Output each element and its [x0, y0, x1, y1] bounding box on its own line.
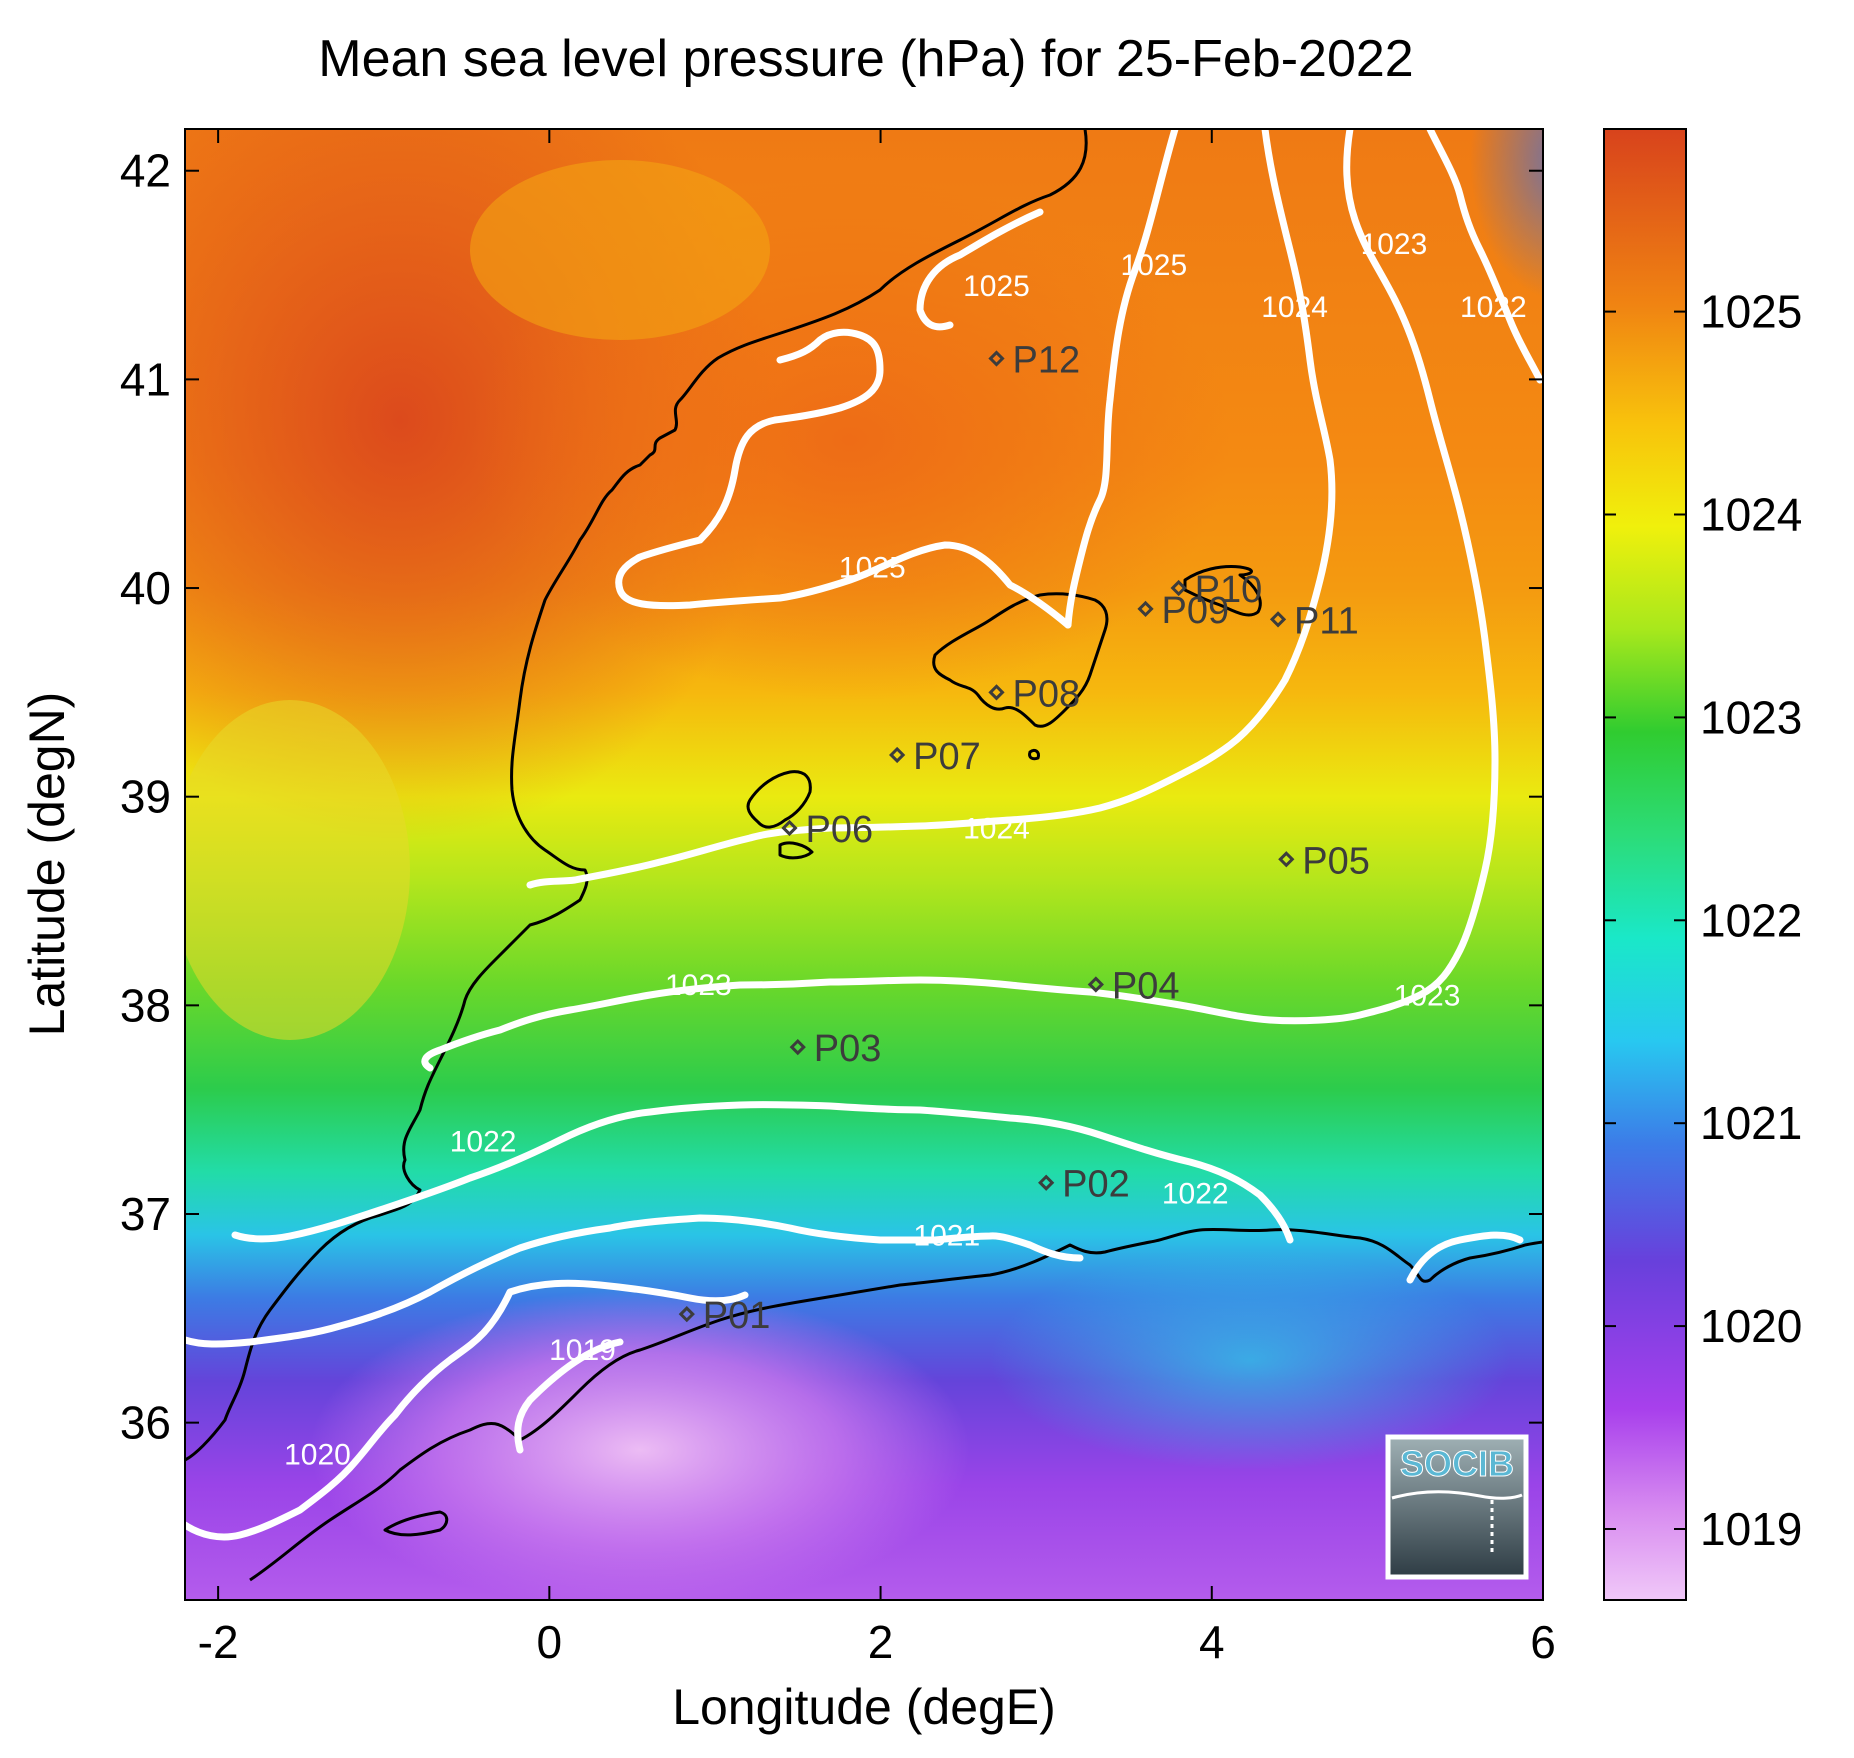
isobar-1024	[526, 129, 1336, 889]
station-label-p05: P05	[1302, 840, 1370, 882]
isobar-1022-main	[231, 1101, 1294, 1244]
catalonia-yellow	[470, 160, 770, 340]
y-tick-label: 36	[120, 1397, 171, 1449]
isobar-1021	[185, 1214, 1084, 1348]
isobar-label-1025: 1025	[1120, 249, 1187, 282]
coast-formentera	[778, 841, 814, 860]
station-marker-p01	[678, 1306, 695, 1323]
y-axis-label: Latitude (degN)	[19, 692, 75, 1037]
logo-wave	[1391, 1490, 1523, 1500]
station-label-p04: P04	[1112, 965, 1180, 1007]
isobar-label-1023: 1023	[1394, 979, 1461, 1012]
northeast-low	[1470, 129, 1543, 298]
y-tick-label: 40	[120, 562, 171, 614]
station-label-p07: P07	[913, 736, 981, 778]
isobar-label-1022: 1022	[450, 1125, 517, 1158]
map-title: Mean sea level pressure (hPa) for 25-Feb…	[318, 30, 1413, 88]
station-label-p02: P02	[1062, 1164, 1130, 1206]
x-axis-ticks: -2 0 2 4 6	[198, 129, 1556, 1668]
coast-north-africa	[249, 1227, 1543, 1582]
station-label-p06: P06	[805, 809, 873, 851]
coast-menorca	[1183, 565, 1262, 617]
station-label-p10: P10	[1195, 569, 1263, 611]
isobars	[185, 129, 1543, 1541]
y-tick-label: 42	[120, 145, 171, 197]
colorbar-tick-label: 1019	[1700, 1503, 1802, 1555]
station-marker-p05	[1278, 851, 1295, 868]
station-marker-p02	[1038, 1174, 1055, 1191]
isobar-1025-catalonia	[916, 208, 1044, 331]
isobar-label-1022: 1022	[1460, 291, 1527, 324]
isobar-1020	[185, 1279, 749, 1541]
station-marker-p12	[988, 350, 1005, 367]
isobar-1025-loop	[615, 328, 1072, 629]
y-tick-label: 37	[120, 1188, 171, 1240]
colorbar-gradient	[1603, 128, 1687, 1601]
isobar-label-1020: 1020	[284, 1438, 351, 1471]
isobar-label-1025: 1025	[963, 270, 1030, 303]
station-label-p11: P11	[1294, 600, 1359, 642]
coast-cabrera	[1028, 748, 1040, 761]
colorbar-tick-label: 1024	[1700, 489, 1802, 541]
y-tick-label: 39	[120, 771, 171, 823]
station-label-p01: P01	[703, 1295, 771, 1337]
station-marker-p06	[781, 819, 798, 837]
isobar-1023	[421, 129, 1499, 1072]
isobar-1022	[1426, 129, 1543, 384]
station-label-p12: P12	[1012, 340, 1080, 382]
station-label-p03: P03	[814, 1028, 882, 1070]
x-tick-label: -2	[198, 1616, 239, 1668]
x-tick-label: 6	[1530, 1616, 1556, 1668]
isobar-1019	[514, 1338, 624, 1454]
plot-area: 1025 1025 1025 1024 1024 1023 1023 1023 1022 1022…	[185, 129, 1543, 1600]
logo-text: SOCIB	[1400, 1443, 1514, 1484]
colorbar-tick-label: 1020	[1700, 1300, 1802, 1352]
station-marker-p10	[1170, 579, 1187, 597]
station-marker-p09	[1137, 600, 1154, 618]
colorbar-tick-label: 1021	[1700, 1097, 1802, 1149]
isobar-1022-east	[1406, 1231, 1524, 1284]
isobar-label-1024: 1024	[1261, 291, 1328, 324]
station-marker-p07	[889, 746, 906, 764]
x-tick-label: 2	[868, 1616, 894, 1668]
colorbar-tick-label: 1022	[1700, 894, 1802, 946]
logo-frame	[1385, 1434, 1529, 1580]
colorbar: 1019 1020 1021 1022 1023 1024 1025	[1603, 128, 1802, 1601]
coast-iberia	[185, 129, 1088, 1462]
plot-frame	[184, 128, 1544, 1601]
x-tick-label: 4	[1199, 1616, 1225, 1668]
isobar-label-1023: 1023	[665, 969, 732, 1002]
station-marker-p11	[1269, 611, 1287, 628]
colorbar-tick-label: 1023	[1700, 691, 1802, 743]
low-pressure-south	[310, 1290, 970, 1600]
station-marker-p03	[789, 1038, 806, 1056]
x-axis-label: Longitude (degE)	[672, 1679, 1056, 1735]
y-axis-ticks: 36 37 38 39 40 41 42	[120, 145, 1543, 1449]
station-label-p09: P09	[1162, 590, 1230, 632]
station-marker-p04	[1087, 976, 1104, 993]
north-africa-cyan	[990, 1250, 1510, 1470]
coast-ibiza	[746, 770, 812, 829]
isobar-label-1019: 1019	[549, 1334, 616, 1367]
isobar-label-1021: 1021	[913, 1219, 980, 1252]
spain-coast-yellow	[185, 700, 410, 1040]
colorbar-ticks: 1019 1020 1021 1022 1023 1024 1025	[1604, 286, 1802, 1555]
colorbar-tick-label: 1025	[1700, 286, 1802, 338]
isobar-label-1023: 1023	[1361, 228, 1428, 261]
x-tick-label: 0	[537, 1616, 563, 1668]
isobar-labels: 1025 1025 1025 1024 1024 1023 1023 1023 1022 1022…	[284, 228, 1527, 1471]
coast-alboran	[383, 1510, 449, 1537]
isobar-label-1024: 1024	[963, 812, 1030, 845]
y-tick-label: 41	[120, 353, 171, 405]
isobar-label-1025: 1025	[839, 552, 906, 585]
station-label-p08: P08	[1012, 673, 1080, 715]
socib-logo: SOCIB	[1385, 1434, 1529, 1580]
station-marker-p08	[988, 684, 1005, 701]
isobar-1025-north	[1064, 129, 1179, 629]
y-tick-label: 38	[120, 979, 171, 1031]
isobar-label-1022: 1022	[1162, 1178, 1229, 1211]
